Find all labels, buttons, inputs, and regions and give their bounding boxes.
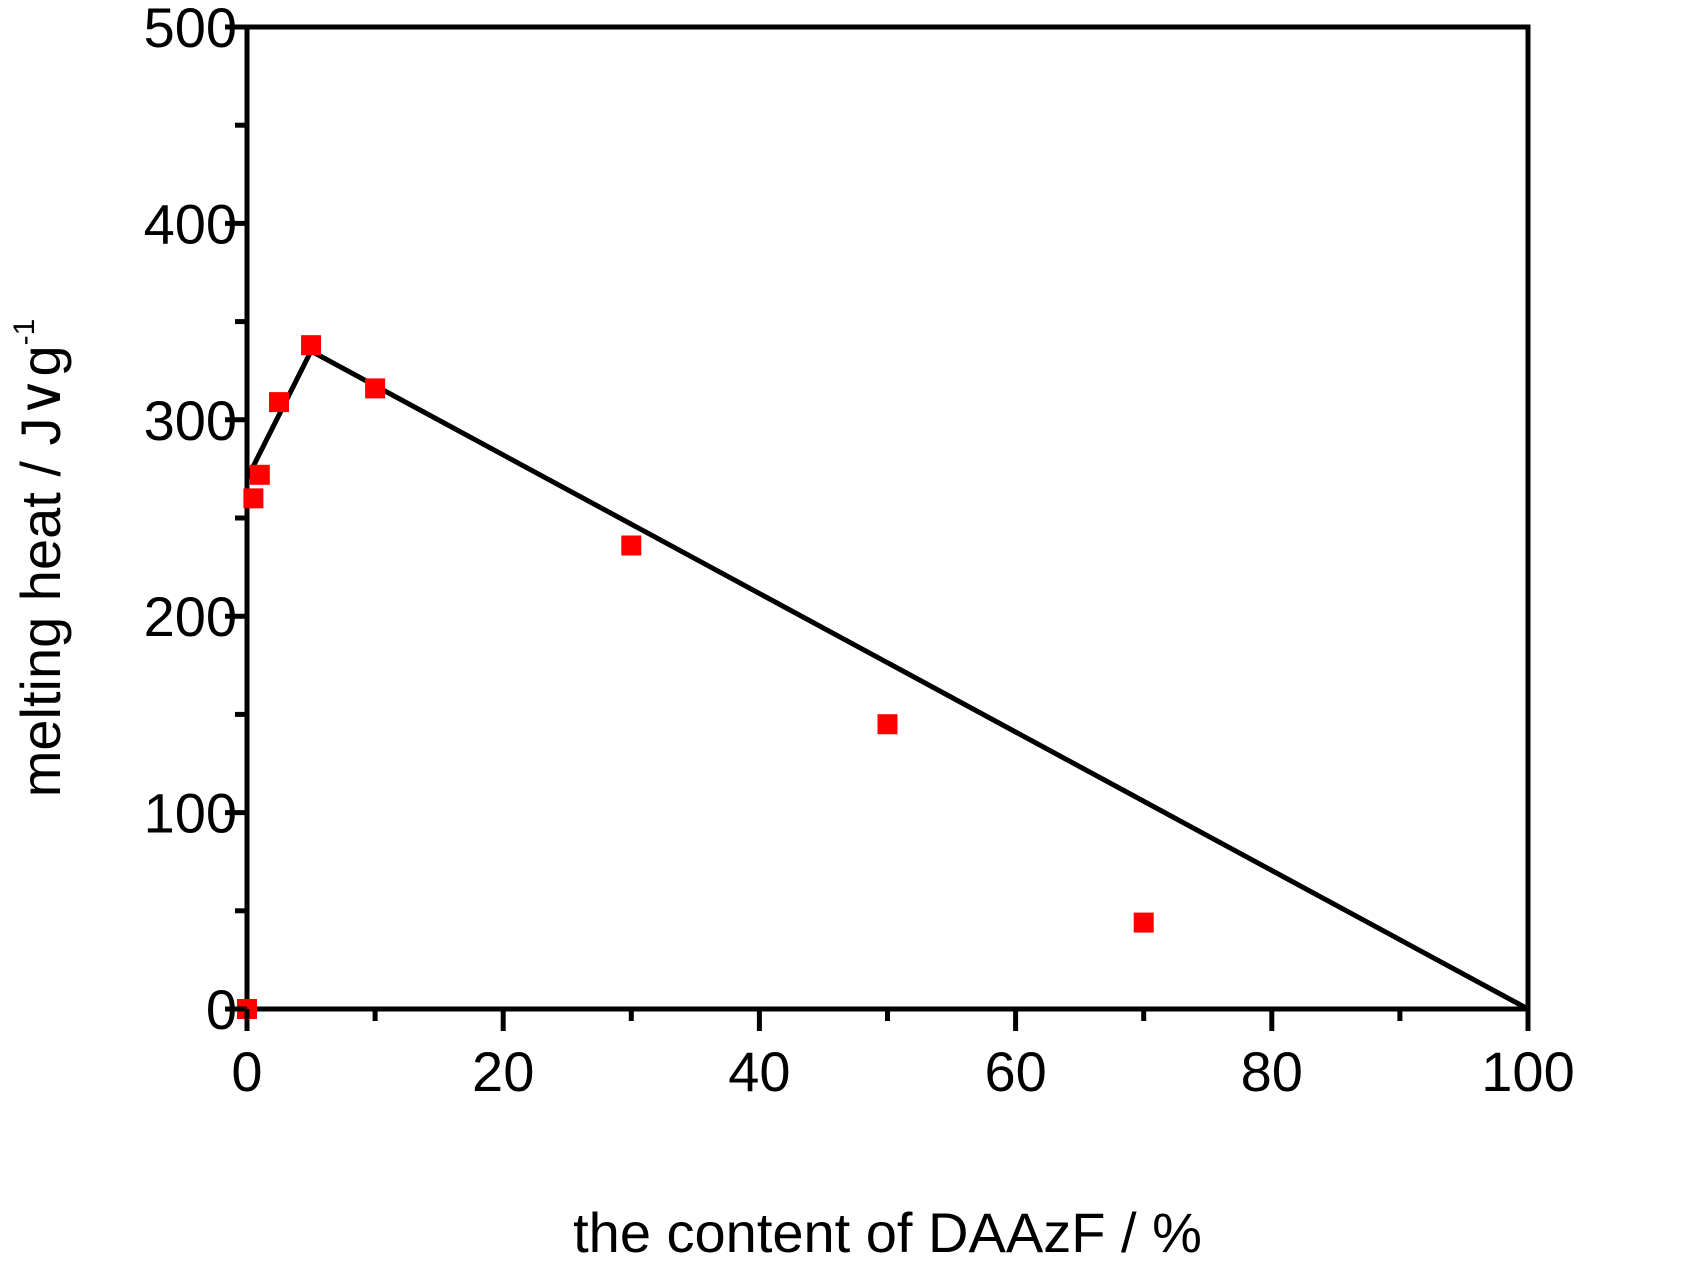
y-axis-label-superscript: -1 [8, 319, 41, 346]
data-point [1133, 912, 1154, 933]
data-point [877, 714, 898, 735]
y-tick-label: 100 [144, 782, 237, 845]
data-point [249, 464, 270, 485]
data-point [621, 535, 642, 556]
x-tick-label: 20 [472, 1040, 534, 1103]
y-tick-label: 500 [144, 0, 237, 59]
trend-line [244, 347, 1530, 1012]
data-point [365, 378, 386, 399]
x-axis-label: the content of DAAzF / % [573, 1201, 1202, 1264]
y-tick-label: 200 [144, 585, 237, 648]
y-axis-label: melting heat / J∨g-1 [8, 319, 72, 798]
data-point [243, 488, 264, 509]
x-tick-label: 40 [728, 1040, 790, 1103]
y-tick-label: 0 [206, 978, 237, 1041]
x-tick-label: 100 [1481, 1040, 1574, 1103]
data-point [301, 335, 322, 356]
x-tick-label: 60 [984, 1040, 1046, 1103]
y-axis-label-unit-symbol: ∨g [9, 345, 72, 417]
y-tick-label: 400 [144, 192, 237, 255]
y-axis-label-main: melting heat / J [9, 418, 72, 798]
data-point [269, 392, 290, 413]
plot-frame [244, 24, 1531, 1012]
x-tick-label: 80 [1241, 1040, 1303, 1103]
x-tick-label: 0 [231, 1040, 262, 1103]
y-tick-label: 300 [144, 389, 237, 452]
